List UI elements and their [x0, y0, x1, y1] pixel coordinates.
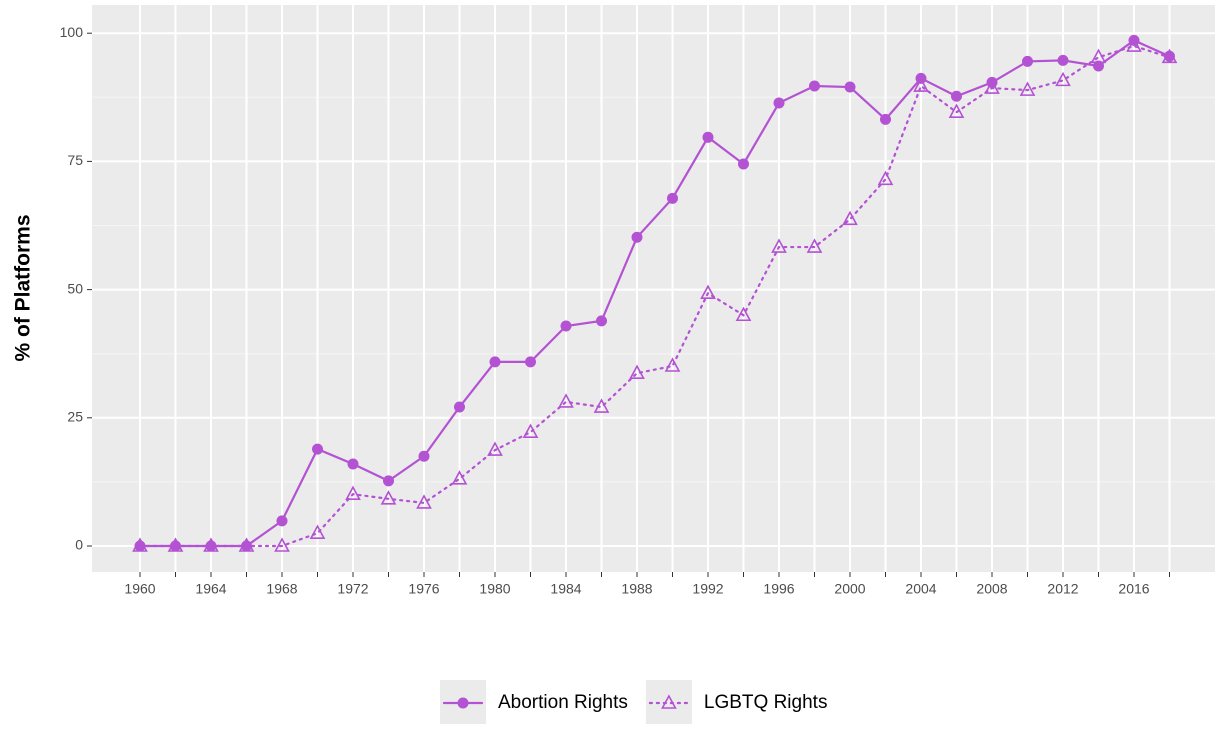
y-tick-label: 0: [75, 537, 83, 553]
point: [877, 170, 894, 186]
x-tick-label: 2012: [1047, 581, 1078, 597]
point: [457, 697, 469, 709]
point: [631, 231, 643, 243]
point: [951, 90, 962, 102]
x-tick-label: 1964: [195, 581, 226, 597]
series-line: [138, 44, 1171, 548]
x-tick-label: 1976: [408, 581, 439, 597]
point: [702, 131, 714, 143]
point: [525, 356, 536, 368]
point: [809, 80, 820, 92]
point: [451, 470, 468, 485]
series-line: [138, 39, 1171, 548]
point: [984, 79, 1000, 94]
point: [347, 458, 359, 470]
point: [880, 113, 891, 125]
y-tick-label: 100: [60, 24, 84, 40]
legend-label: LGBTQ Rights: [704, 692, 828, 713]
point: [167, 537, 184, 552]
point: [700, 284, 716, 299]
x-tick-label: 1960: [124, 581, 155, 597]
point: [667, 192, 678, 204]
x-tick-label: 2004: [905, 581, 936, 597]
point: [454, 401, 465, 413]
point: [274, 537, 290, 552]
point: [380, 490, 397, 505]
point: [1161, 48, 1178, 64]
point: [844, 81, 856, 93]
point: [276, 515, 288, 527]
x-tick-label: 2016: [1118, 581, 1149, 597]
point: [558, 393, 574, 408]
point: [418, 450, 430, 462]
y-tick-label: 75: [67, 152, 83, 168]
point: [238, 537, 255, 552]
x-tick-label: 1972: [337, 581, 368, 597]
point: [312, 443, 323, 455]
point: [345, 485, 361, 501]
point: [738, 158, 749, 170]
x-tick-label: 1984: [550, 581, 581, 597]
point: [629, 364, 645, 379]
point: [806, 238, 823, 253]
x-tick-label: 1992: [692, 581, 723, 597]
point: [560, 320, 572, 332]
point: [489, 356, 501, 368]
point: [948, 103, 965, 118]
point: [664, 357, 681, 372]
y-axis-title: % of Platforms: [12, 214, 35, 361]
point: [1057, 54, 1069, 66]
point: [773, 97, 785, 109]
plot-background: [92, 5, 1215, 572]
x-tick-label: 1996: [763, 581, 794, 597]
x-tick-label: 1980: [479, 581, 510, 597]
point: [1090, 48, 1107, 64]
point: [203, 537, 219, 552]
point: [487, 441, 503, 456]
point: [522, 423, 539, 438]
x-tick-label: 2000: [834, 581, 865, 597]
y-tick-label: 25: [67, 409, 83, 425]
point: [771, 238, 787, 253]
point: [132, 537, 148, 552]
point: [309, 524, 326, 539]
point: [416, 494, 432, 509]
legend-label: Abortion Rights: [498, 692, 628, 713]
point: [383, 475, 394, 487]
point: [1126, 37, 1142, 52]
point: [735, 306, 752, 322]
x-tick-label: 1988: [621, 581, 652, 597]
point: [593, 398, 610, 413]
point: [913, 77, 929, 92]
x-tick-label: 2008: [976, 581, 1007, 597]
point: [1093, 60, 1104, 72]
point: [1019, 81, 1036, 96]
point: [1022, 55, 1033, 67]
point: [1055, 71, 1071, 87]
point: [842, 210, 858, 226]
x-tick-label: 1968: [266, 581, 297, 597]
point: [596, 315, 607, 327]
y-tick-label: 50: [67, 280, 83, 296]
point: [661, 694, 677, 709]
